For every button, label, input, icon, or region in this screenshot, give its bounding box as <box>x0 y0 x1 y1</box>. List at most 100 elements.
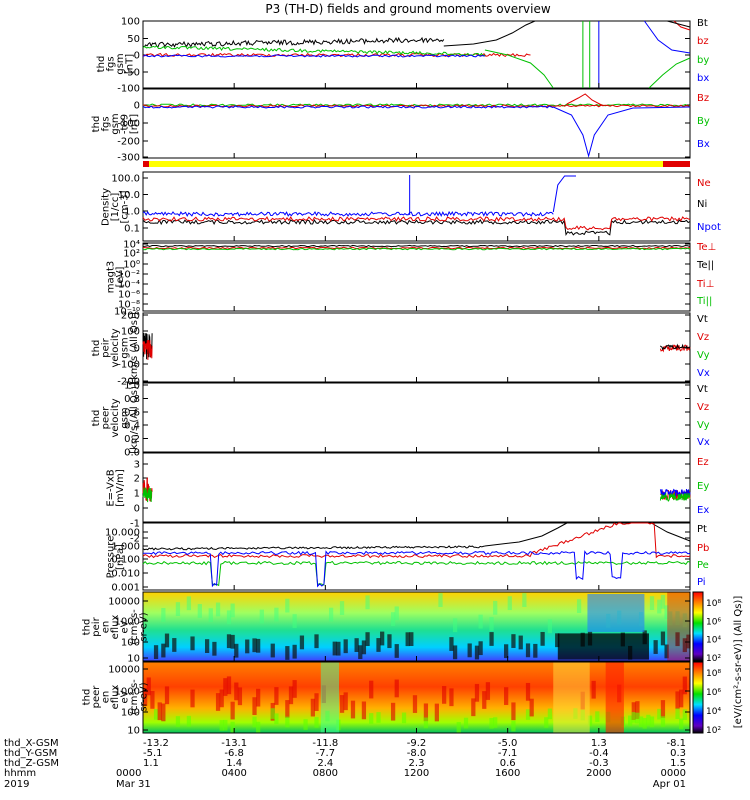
ylabel-line: [km/s (All Qs)] <box>129 312 140 384</box>
legend-entry: Pb <box>697 543 709 554</box>
series-Vt-peir-end <box>660 343 691 351</box>
spectrogram-cell <box>489 632 494 646</box>
spectrogram-cell <box>449 688 454 707</box>
spectrogram-cell <box>587 715 593 727</box>
y-tick-label: 1000 <box>115 687 140 698</box>
spectrogram-cell <box>365 632 370 647</box>
ylabel-line: -t89 <box>120 114 131 134</box>
spectrogram-cell <box>245 639 250 654</box>
ylabel-line: magt3 <box>105 261 116 294</box>
spectrogram-cell <box>274 607 279 622</box>
peir_en-spectrogram-cells <box>153 592 691 661</box>
x-time-tick-label: 1600 <box>495 768 520 779</box>
series-Ni <box>142 218 691 237</box>
spectrogram-cell <box>358 645 363 660</box>
spectrogram-cell <box>376 638 381 652</box>
spectrogram-cell <box>387 634 392 649</box>
ephemeris-value: -5.0 <box>498 738 518 749</box>
y-tick-label: 10000 <box>108 597 140 608</box>
spectrogram-cell <box>369 713 374 724</box>
spectrogram-cell <box>471 698 476 717</box>
spectrogram-cell <box>529 698 534 717</box>
spectrogram-cell <box>230 701 235 720</box>
ephemeris-value: -5.1 <box>143 748 163 759</box>
spectrogram-cell <box>190 636 195 651</box>
ephemeris-row-label: thd_Z-GSM <box>4 758 59 769</box>
spectrogram-cell <box>252 697 257 715</box>
y-tick-label: -50 <box>124 68 140 79</box>
spectrogram-cell <box>657 599 662 614</box>
legend-entry: Pi <box>697 577 706 588</box>
spectrogram-cell <box>649 596 655 610</box>
panel-pressure: 10.0001.0000.1000.0100.001Pressure[nPa]P… <box>105 522 709 594</box>
spectrogram-cell <box>635 712 640 724</box>
spectrogram-cell <box>354 638 359 652</box>
density-ylabel: Density[1/cc][cm-3] <box>101 188 131 226</box>
spectrogram-cell <box>285 700 290 718</box>
colorbar-tick-label: 10² <box>706 726 721 736</box>
spectrogram-cell <box>525 682 531 701</box>
ephemeris-value: -7.1 <box>498 748 518 759</box>
peir_vel-frame <box>142 312 691 383</box>
y-tick-label: 100.0 <box>111 174 140 185</box>
ylabel-line: thd <box>91 340 102 357</box>
spectrogram-cell <box>153 645 159 659</box>
y-tick-label: 0 <box>134 51 140 62</box>
series-Vz-peir <box>142 340 153 360</box>
ylabel-line: [nT] <box>124 54 135 74</box>
series-Pi <box>143 550 691 588</box>
spectrogram-cell <box>274 713 279 725</box>
spectrogram-cell <box>270 708 275 719</box>
y-tick-label: 0.4 <box>124 421 140 432</box>
spectrogram-cell <box>409 632 414 646</box>
y-tick-label: -100 <box>117 360 140 371</box>
spectrogram-cell <box>376 712 381 723</box>
spectrogram-cell <box>197 604 202 618</box>
y-tick-label: 0.001 <box>111 583 140 594</box>
peer_en-spectrogram-cells <box>143 662 687 733</box>
spectrogram-cell <box>412 695 418 713</box>
spectrogram-cell <box>390 702 396 721</box>
legend-entry: Te⊥ <box>696 242 716 253</box>
spectrogram-cell <box>234 682 239 701</box>
y-tick-label: 10⁻⁴ <box>118 280 140 291</box>
ephemeris-row-label: hhmm <box>4 768 36 779</box>
ylabel-line: gsm <box>110 113 121 134</box>
spectrogram-cell <box>314 634 319 649</box>
y-tick-label: 3 <box>134 460 140 471</box>
ylabel-line: gsm <box>115 53 126 74</box>
spectrogram-cell <box>478 614 483 629</box>
spectrogram-cell <box>493 600 498 615</box>
colorbar-tick-label: 10² <box>706 654 721 664</box>
spectrogram-cell <box>438 593 443 607</box>
spectrogram-cell <box>682 638 687 653</box>
ylabel-line: [mV/m] <box>115 469 126 507</box>
series-by-return <box>648 57 691 89</box>
spectrogram-cell <box>285 716 290 728</box>
spectrogram-cell <box>161 643 166 658</box>
spectrogram-cell <box>256 638 261 653</box>
year-label: 2019 <box>4 779 29 790</box>
ylabel-line: [cm-3] <box>120 190 131 223</box>
legend-entry: Ti⊥ <box>696 279 714 290</box>
ephemeris-value: 0.3 <box>670 748 686 759</box>
colorbar-tick-label: 10⁶ <box>706 688 721 698</box>
spectrogram-cell <box>223 678 228 696</box>
spectrogram-cell <box>504 644 509 659</box>
status-bar-red-start <box>143 161 149 167</box>
spectrogram-cell <box>423 717 429 729</box>
spectrogram-cell <box>390 612 396 627</box>
ephemeris-value: 1.5 <box>670 758 686 769</box>
spectrogram-cell <box>646 714 651 726</box>
spectrogram-cell <box>380 631 385 646</box>
spectrogram-cell <box>540 631 545 646</box>
spectrogram-cell <box>292 644 297 659</box>
spectrogram-cell <box>314 717 319 728</box>
y-tick-label: 0.100 <box>111 555 140 566</box>
spectrogram-cell <box>660 716 666 727</box>
ephemeris-value: 1.1 <box>143 758 159 769</box>
legend-entry: Vz <box>697 332 709 343</box>
